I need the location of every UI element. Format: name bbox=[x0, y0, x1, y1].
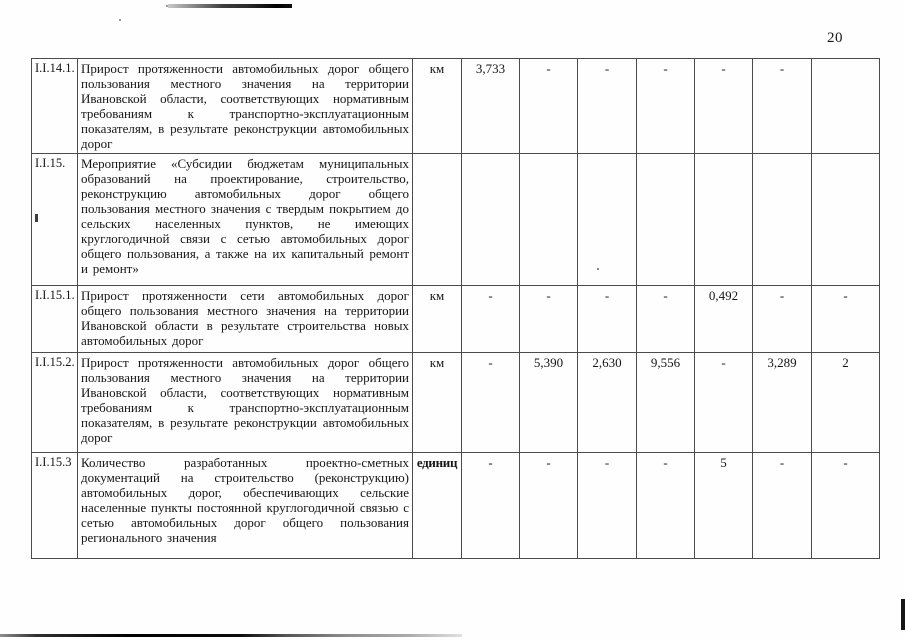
value-cell: - bbox=[519, 452, 578, 559]
row-id-cell: I.I.14.1. bbox=[31, 58, 78, 154]
value-cell: - bbox=[636, 452, 695, 559]
page-number: 20 bbox=[827, 30, 843, 46]
value-cell bbox=[519, 153, 578, 286]
value-cell: - bbox=[811, 285, 880, 353]
value-cell: - bbox=[577, 58, 637, 154]
row-id-cell: I.I.15.3 bbox=[31, 452, 78, 559]
table-row: I.I.15. Мероприятие «Субсидии бюджетам м… bbox=[31, 153, 880, 286]
description-cell: Мероприятие «Субсидии бюджетам муниципал… bbox=[77, 153, 413, 286]
value-cell: - bbox=[519, 58, 578, 154]
scan-artifact-dot bbox=[119, 19, 121, 21]
table-row: I.I.15.2. Прирост протяженности автомоби… bbox=[31, 352, 880, 453]
scan-artifact-dot bbox=[166, 5, 168, 7]
value-cell: - bbox=[811, 452, 880, 559]
scan-artifact-right-mark bbox=[901, 599, 905, 630]
table-row: I.I.15.3 Количество разработанных проект… bbox=[31, 452, 880, 559]
unit-cell: км bbox=[412, 58, 462, 154]
value-cell: - bbox=[519, 285, 578, 353]
value-cell: - bbox=[752, 58, 812, 154]
value-cell: 9,556 bbox=[636, 352, 695, 453]
scan-artifact-top-line bbox=[168, 4, 292, 8]
value-cell bbox=[694, 153, 753, 286]
value-cell: - bbox=[461, 285, 520, 353]
value-cell: - bbox=[694, 352, 753, 453]
value-cell bbox=[752, 153, 812, 286]
description-cell: Прирост протяженности автомобильных доро… bbox=[77, 58, 413, 154]
value-cell: - bbox=[752, 452, 812, 559]
description-cell: Прирост протяженности автомобильных доро… bbox=[77, 352, 413, 453]
value-cell: 3,289 bbox=[752, 352, 812, 453]
unit-cell: единиц bbox=[412, 452, 462, 559]
value-cell: - bbox=[636, 285, 695, 353]
table-row: I.I.15.1. Прирост протяженности сети авт… bbox=[31, 285, 880, 353]
value-cell: 5 bbox=[694, 452, 753, 559]
value-cell bbox=[811, 153, 880, 286]
unit-cell: км bbox=[412, 352, 462, 453]
value-cell: 5,390 bbox=[519, 352, 578, 453]
row-id-cell: I.I.15. bbox=[31, 153, 78, 286]
indicators-table: I.I.14.1. Прирост протяженности автомоби… bbox=[31, 58, 880, 559]
value-cell: - bbox=[636, 58, 695, 154]
row-id-cell: I.I.15.1. bbox=[31, 285, 78, 353]
description-cell: Количество разработанных проектно-сметны… bbox=[77, 452, 413, 559]
value-cell: - bbox=[577, 285, 637, 353]
value-cell bbox=[636, 153, 695, 286]
value-cell bbox=[811, 58, 880, 154]
description-cell: Прирост протяженности сети автомобильных… bbox=[77, 285, 413, 353]
value-cell: 2,630 bbox=[577, 352, 637, 453]
scan-artifact-bottom-line bbox=[0, 634, 462, 637]
value-cell bbox=[461, 153, 520, 286]
value-cell bbox=[577, 153, 637, 286]
value-cell: - bbox=[461, 452, 520, 559]
table-row: I.I.14.1. Прирост протяженности автомоби… bbox=[31, 58, 880, 154]
value-cell: - bbox=[752, 285, 812, 353]
value-cell: - bbox=[577, 452, 637, 559]
row-id-cell: I.I.15.2. bbox=[31, 352, 78, 453]
unit-cell: км bbox=[412, 285, 462, 353]
value-cell: 0,492 bbox=[694, 285, 753, 353]
value-cell: - bbox=[461, 352, 520, 453]
unit-cell bbox=[412, 153, 462, 286]
value-cell: 2 bbox=[811, 352, 880, 453]
value-cell: - bbox=[694, 58, 753, 154]
value-cell: 3,733 bbox=[461, 58, 520, 154]
